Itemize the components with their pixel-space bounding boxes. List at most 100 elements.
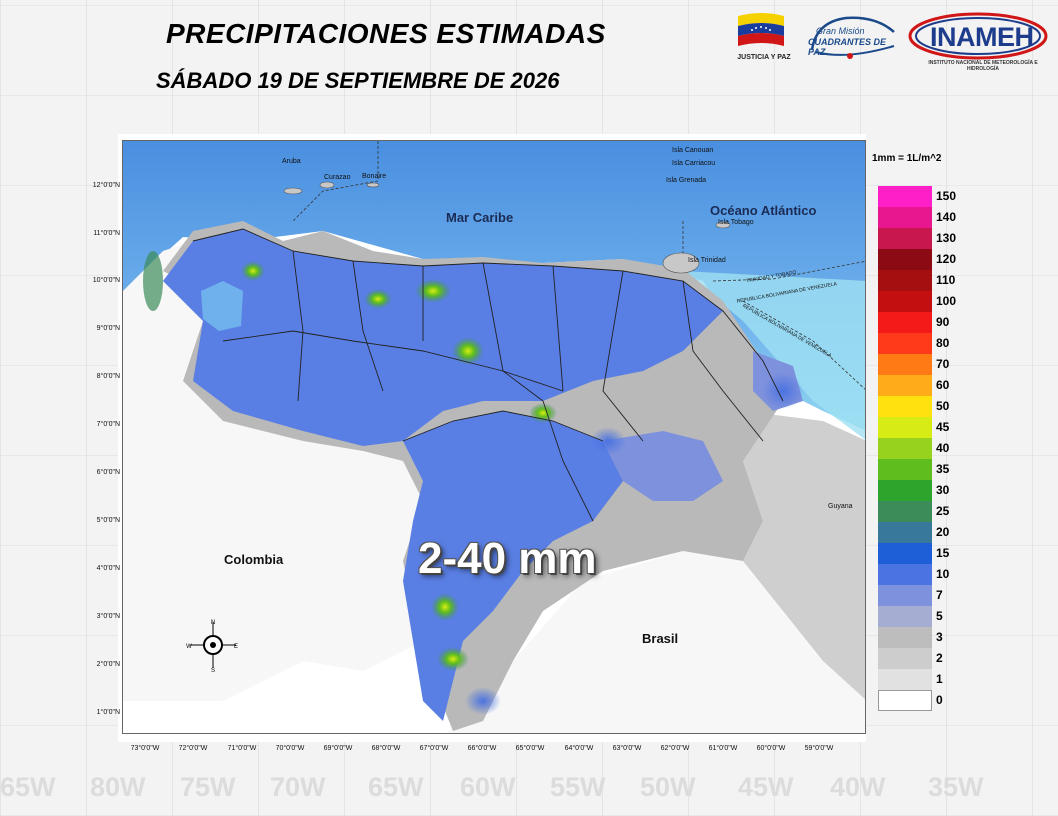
legend-label: 1 [936,672,943,686]
legend-swatch [878,480,932,501]
legend-label: 2 [936,651,943,665]
lon-label-70w: 70°0'0"W [275,745,305,752]
background-tick-label: 75W [180,772,236,802]
label-isla-grenada: Isla Grenada [666,177,707,184]
legend-swatch [878,669,932,690]
label-bonaire: Bonaire [362,173,387,180]
lon-label-64w: 64°0'0"W [564,745,594,752]
legend-label: 20 [936,525,950,539]
label-isla-carriacou: Isla Carriacou [672,160,716,167]
background-tick-label: 60W [460,772,516,802]
lat-label-10n: 10°0'0"N [92,277,120,284]
compass-e: E [234,644,238,650]
legend-swatch [878,228,932,249]
logo-bar: JUSTICIA Y PAZ Gran Misión CUADRANTES DE… [728,8,1054,72]
gran-mision-text: Gran Misión [816,26,865,36]
background-tick-label: 70W [270,772,326,802]
label-isla-trinidad: Isla Trinidad [688,257,726,264]
legend-swatch [878,333,932,354]
lat-label-11n: 11°0'0"N [93,230,120,237]
lat-label-9n: 9°0'0"N [96,325,120,332]
legend-label: 60 [936,378,950,392]
legend-swatch [878,459,932,480]
legend-label: 80 [936,336,950,350]
compass-s: S [211,668,215,672]
legend-swatch [878,417,932,438]
background-tick-label: 55W [550,772,606,802]
background-tick-label: 65W [0,772,56,802]
legend-label: 110 [936,273,956,287]
lon-label-73w: 73°0'0"W [130,745,160,752]
cuadrantes-text: CUADRANTES DE PAZ [808,37,887,57]
forecast-date: SÁBADO 19 DE SEPTIEMBRE DE 2026 [156,68,560,93]
lon-label-71w: 71°0'0"W [227,745,257,752]
legend-label: 40 [936,441,950,455]
legend-label: 5 [936,609,943,623]
legend-swatch [878,690,932,711]
lat-label-6n: 6°0'0"N [96,469,120,476]
legend-label: 100 [936,294,957,308]
inameh-caption: INSTITUTO NACIONAL DE METEOROLOGÍA E HID… [928,60,1038,72]
precipitation-map [122,140,866,734]
title-block: PRECIPITACIONES ESTIMADAS SÁBADO 19 DE S… [0,0,720,110]
background-tick-label: 50W [640,772,696,802]
label-mar-caribe: Mar Caribe [446,210,514,225]
label-isla-canouan: Isla Canouan [672,147,714,154]
label-isla-tobago: Isla Tobago [718,219,754,226]
legend-swatch [878,291,932,312]
legend-swatch [878,312,932,333]
inameh-wordmark: INAMEH [930,22,1034,52]
legend-swatch [878,207,932,228]
lat-label-8n: 8°0'0"N [96,373,120,380]
legend-swatch [878,438,932,459]
lon-label-61w: 61°0'0"W [708,745,738,752]
legend-label: 10 [936,567,950,581]
legend-label: 25 [936,504,950,518]
label-brasil: Brasil [642,631,679,646]
label-curazao: Curazao [324,174,351,181]
background-longitude-ticks: 65W 80W 75W 70W 65W 60W 55W 50W 45W 40W 35W [0,772,1058,808]
legend-label: 70 [936,357,950,371]
lon-label-62w: 62°0'0"W [660,745,690,752]
lat-label-3n: 3°0'0"N [96,613,120,620]
page-title: PRECIPITACIONES ESTIMADAS [166,18,606,49]
legend-swatch [878,501,932,522]
venezuela-flag-logo: JUSTICIA Y PAZ [734,10,791,68]
legend-label: 50 [936,399,950,413]
legend-swatch [878,270,932,291]
legend-swatch [878,522,932,543]
lat-label-5n: 5°0'0"N [96,517,120,524]
legend-label: 7 [936,588,943,602]
lon-label-63w: 63°0'0"W [612,745,642,752]
compass-rose-icon: N S E W [186,618,240,674]
legend-swatch [878,354,932,375]
legend-label: 130 [936,231,957,245]
lon-label-67w: 67°0'0"W [419,745,449,752]
legend-swatch [878,606,932,627]
legend-swatch [878,564,932,585]
legend-label: 0 [936,693,943,707]
label-oceano-atlantico: Océano Atlántico [710,203,817,218]
label-colombia: Colombia [224,552,284,567]
lat-label-2n: 2°0'0"N [96,661,120,668]
lon-label-69w: 69°0'0"W [323,745,353,752]
label-aruba: Aruba [282,158,301,165]
precipitation-legend: 150 140 130 120 110 100 90 80 70 60 50 45 40 35 30 25 20… [878,186,968,714]
rainfall-range-label: 2-40 mm [418,534,597,583]
legend-swatch [878,186,932,207]
lon-label-72w: 72°0'0"W [178,745,208,752]
legend-swatch [878,396,932,417]
legend-swatch [878,585,932,606]
flag-caption: JUSTICIA Y PAZ [737,54,791,61]
lat-label-7n: 7°0'0"N [96,421,120,428]
legend-label: 15 [936,546,950,560]
label-guyana: Guyana [828,503,853,510]
legend-swatch [878,375,932,396]
legend-label: 35 [936,462,950,476]
background-tick-label: 40W [830,772,886,802]
legend-swatch [878,249,932,270]
lon-label-68w: 68°0'0"W [371,745,401,752]
lon-label-65w: 65°0'0"W [515,745,545,752]
lon-label-60w: 60°0'0"W [756,745,786,752]
compass-n: N [211,620,215,626]
